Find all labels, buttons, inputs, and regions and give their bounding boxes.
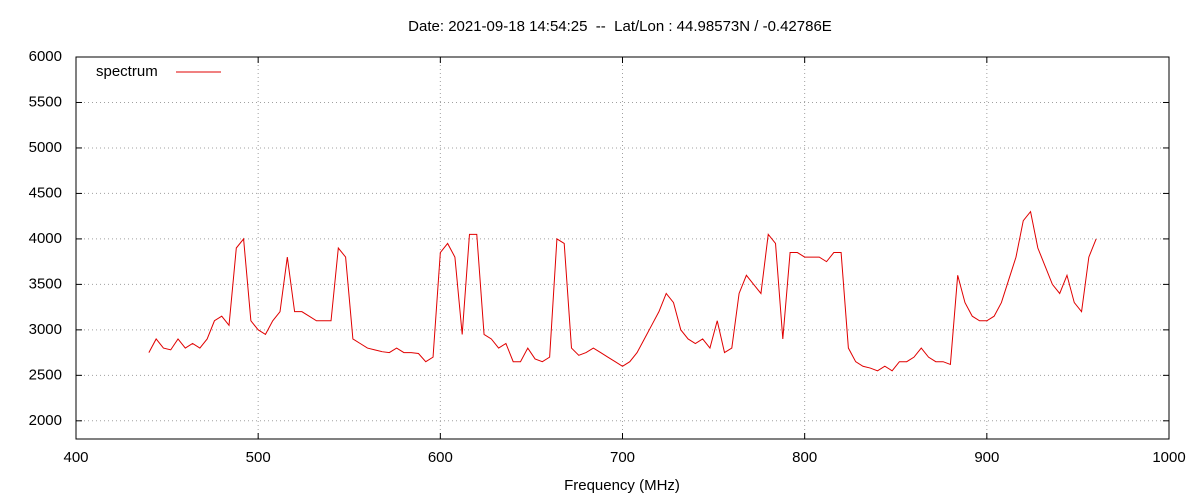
chart-title: Date: 2021-09-18 14:54:25 -- Lat/Lon : 4… — [408, 18, 832, 35]
y-tick-label: 6000 — [29, 48, 62, 65]
x-tick-label: 800 — [792, 449, 817, 466]
y-tick-label: 3000 — [29, 321, 62, 338]
x-tick-label: 600 — [428, 449, 453, 466]
x-tick-label: 400 — [63, 449, 88, 466]
x-tick-label: 500 — [246, 449, 271, 466]
y-tick-label: 5500 — [29, 93, 62, 110]
spectrum-line — [148, 210, 1097, 372]
x-tick-label: 700 — [610, 449, 635, 466]
y-tick-label: 3500 — [29, 275, 62, 292]
plot-frame — [75, 56, 1170, 440]
y-tick-label: 2500 — [29, 366, 62, 383]
y-tick-label: 2000 — [29, 412, 62, 429]
y-tick-label: 4500 — [29, 184, 62, 201]
y-tick-label: 5000 — [29, 139, 62, 156]
x-tick-label: 1000 — [1152, 449, 1185, 466]
legend-label: spectrum — [96, 63, 158, 80]
y-tick-label: 4000 — [29, 230, 62, 247]
x-tick-label: 900 — [974, 449, 999, 466]
x-axis-label: Frequency (MHz) — [564, 477, 680, 494]
